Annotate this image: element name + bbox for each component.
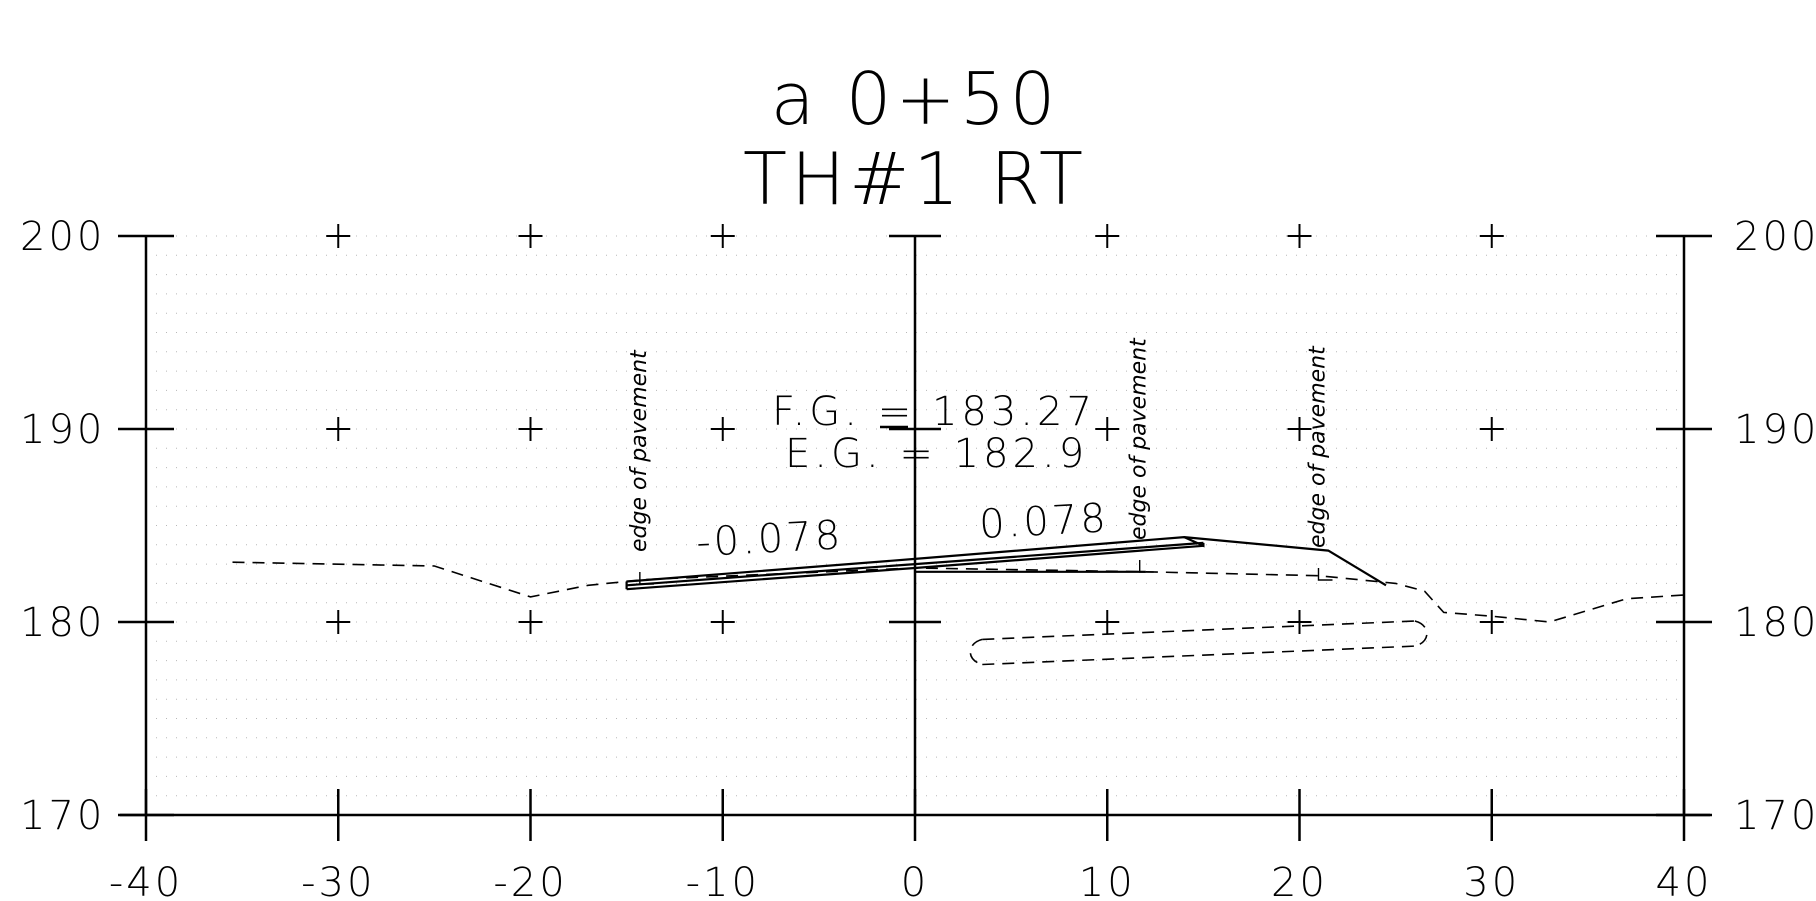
y-tick-label-left: 200 <box>20 214 105 260</box>
slope-right-label: 0.078 <box>978 495 1110 548</box>
slope-left-label: -0.078 <box>695 512 844 566</box>
edge-of-pavement-label: edge of pavement <box>1127 337 1152 540</box>
station-title: a 0+50 <box>771 57 1060 141</box>
y-axis-right: 200 190 180 170 <box>1656 214 1816 839</box>
y-tick-label-left: 180 <box>20 600 105 646</box>
x-tick-label: -30 <box>301 860 375 901</box>
y-tick-label-left: 190 <box>20 407 105 453</box>
y-tick-label-left: 170 <box>20 793 105 839</box>
culvert <box>969 620 1428 666</box>
x-tick-label: 10 <box>1079 860 1136 901</box>
edge-leader <box>1317 568 1333 581</box>
culvert-left-end <box>969 638 983 666</box>
x-tick-label: -20 <box>493 860 567 901</box>
frame <box>120 236 1710 817</box>
y-tick-label-right: 190 <box>1734 407 1816 453</box>
y-tick-label-right: 180 <box>1734 600 1816 646</box>
finished-grade-layer-line <box>626 541 1204 587</box>
existing-grade-label: E.G. = 182.9 <box>785 431 1088 477</box>
y-axis-left: 200 190 180 170 <box>20 214 174 839</box>
culvert-right-end <box>1414 620 1428 647</box>
y-tick-label-right: 200 <box>1734 214 1816 260</box>
x-tick-label: 20 <box>1271 860 1328 901</box>
finished-grade-sub-line <box>626 544 1204 591</box>
finished-grade-end-right <box>1183 536 1205 548</box>
x-tick-label: 30 <box>1463 860 1520 901</box>
x-tick-label: 40 <box>1656 860 1713 901</box>
line-title: TH#1 RT <box>743 137 1087 221</box>
edge-of-pavement-label: edge of pavement <box>627 349 652 552</box>
grid-crosses <box>326 224 1504 634</box>
finished-grade-label: F.G. = 183.27 <box>772 389 1096 435</box>
x-tick-label: -10 <box>686 860 760 901</box>
x-tick-label: 0 <box>901 860 929 901</box>
edge-of-pavement-notes: edge of pavement edge of pavement edge of … <box>627 337 1333 585</box>
x-tick-label: -40 <box>109 860 183 901</box>
edge-leader <box>639 572 654 585</box>
x-axis: -40 -30 -20 -10 0 10 20 30 40 <box>109 789 1713 901</box>
edge-leader <box>1139 560 1154 573</box>
culvert-bottom-line <box>982 645 1415 666</box>
culvert-top-line <box>982 620 1415 641</box>
existing-ground-line <box>232 561 1685 623</box>
edge-of-pavement-label: edge of pavement <box>1305 345 1330 548</box>
y-tick-label-right: 170 <box>1734 793 1816 839</box>
